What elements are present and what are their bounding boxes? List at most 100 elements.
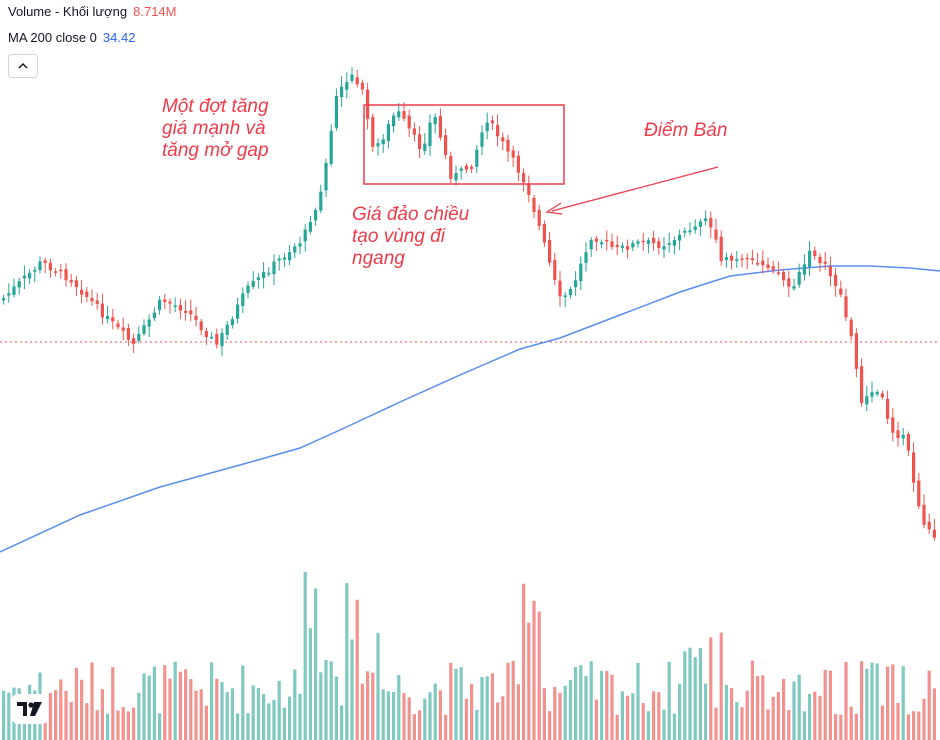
volume-bar (272, 699, 276, 740)
volume-bar (470, 683, 474, 740)
volume-bar (355, 599, 359, 740)
volume-bar (709, 637, 713, 740)
volume-bar (152, 666, 156, 740)
volume-bar (59, 679, 63, 740)
candle-body (137, 333, 141, 341)
candle-body (657, 241, 661, 248)
volume-bar (828, 670, 832, 740)
candle-body (750, 258, 754, 261)
volume-bar (95, 710, 99, 740)
candle-body (12, 286, 16, 295)
volume-bar (865, 668, 869, 740)
volume-bar (376, 632, 380, 740)
volume-bar (438, 690, 442, 740)
sell-point-arrowhead (545, 202, 563, 215)
volume-bar (735, 702, 739, 740)
candle-body (589, 239, 593, 250)
candle-body (173, 305, 177, 307)
candle-body (901, 434, 905, 439)
candle-body (355, 77, 359, 85)
collapse-legend-button[interactable] (8, 54, 38, 78)
candle-body (834, 274, 838, 286)
ma-legend-value: 34.42 (102, 30, 136, 45)
volume-bar (542, 688, 546, 740)
candle-body (615, 244, 619, 248)
candle-body (158, 299, 162, 311)
candle-body (787, 278, 791, 287)
candle-body (646, 240, 650, 244)
candle-body (428, 122, 432, 147)
candle-body (558, 280, 562, 297)
volume-bar (776, 692, 780, 740)
annotation-surge: Một đợt tăng giá mạnh và tăng mở gap (162, 96, 269, 161)
candle-body (610, 241, 614, 248)
volume-bar (719, 632, 723, 740)
volume-bar (121, 706, 125, 740)
volume-bar (610, 674, 614, 740)
volume-bar (267, 703, 271, 740)
volume-bar (579, 665, 583, 740)
candle-body (454, 173, 458, 181)
volume-bar (345, 583, 349, 740)
candle-body (449, 155, 453, 179)
tradingview-logo-icon[interactable] (12, 694, 48, 724)
candle-body (490, 120, 494, 124)
candle-body (319, 191, 323, 211)
candle-body (667, 243, 671, 245)
candle-body (849, 319, 853, 337)
candle-body (782, 272, 786, 281)
volume-bar (314, 588, 318, 740)
volume-bar (626, 695, 630, 740)
candle-body (641, 240, 645, 243)
volume-bar (501, 696, 505, 740)
volume-bar (527, 622, 531, 740)
sell-point-arrow (551, 166, 719, 212)
volume-bar (875, 663, 879, 740)
volume-bar (90, 662, 94, 740)
volume-bar (360, 683, 364, 740)
volume-bar (646, 711, 650, 740)
candle-body (844, 296, 848, 318)
volume-bar (823, 669, 827, 740)
volume-bar (215, 678, 219, 740)
volume-bar (262, 693, 266, 740)
candle-body (532, 197, 536, 212)
candle-body (246, 285, 250, 293)
candle-body (100, 303, 104, 318)
volume-bar (132, 707, 136, 740)
candle-body (345, 82, 349, 90)
volume-bar (106, 713, 110, 740)
volume-bar (584, 676, 588, 740)
volume-bar (402, 693, 406, 740)
candle-body (184, 310, 188, 313)
candle-body (116, 323, 120, 328)
candle-body (381, 139, 385, 145)
candle-body (334, 95, 338, 128)
volume-bar (761, 675, 765, 740)
volume-bar (423, 698, 427, 740)
volume-bar (303, 571, 307, 740)
volume-bar (594, 699, 598, 740)
candle-body (839, 288, 843, 295)
candle-body (22, 275, 26, 279)
candle-body (397, 111, 401, 118)
candle-body (870, 392, 874, 397)
volume-bar (600, 671, 604, 740)
candle-body (215, 333, 219, 345)
volume-bar (407, 697, 411, 740)
candle-body (262, 271, 266, 278)
volume-bar (574, 667, 578, 740)
volume-bar (834, 714, 838, 740)
volume-bar (730, 687, 734, 740)
volume-bar (813, 691, 817, 740)
volume-bar (464, 698, 468, 740)
candle-body (475, 149, 479, 167)
candle-body (303, 229, 307, 242)
candle-body (662, 246, 666, 250)
candle-body (59, 269, 63, 272)
candle-body (678, 234, 682, 241)
candle-body (48, 262, 52, 271)
candle-body (433, 116, 437, 125)
chevron-up-icon (18, 62, 28, 69)
